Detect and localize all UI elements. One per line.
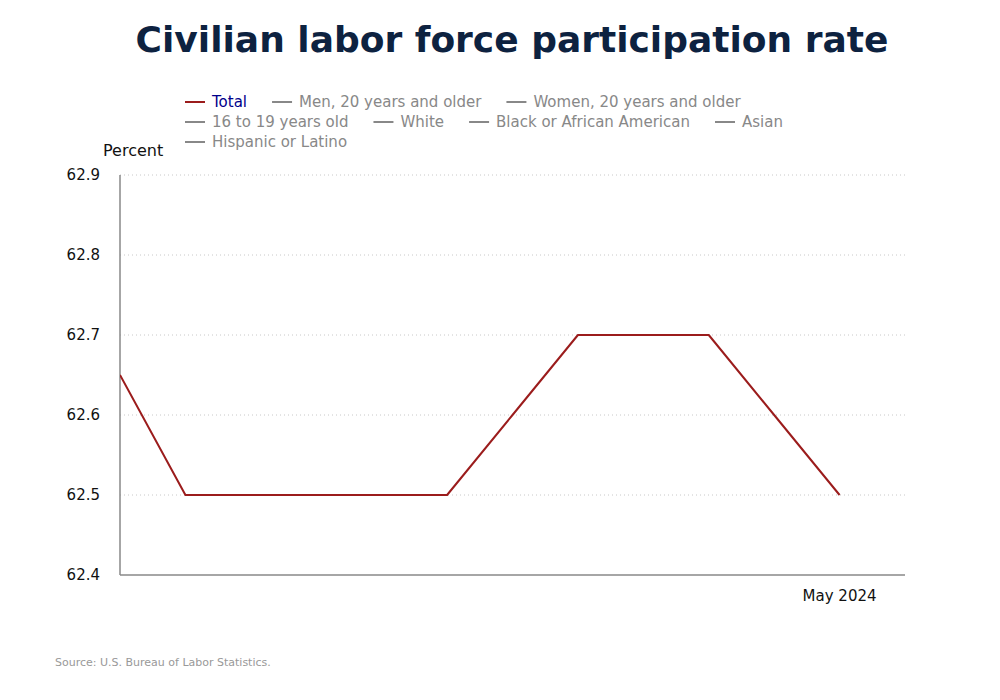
y-tick-label: 62.9: [67, 166, 100, 184]
legend-swatch: [469, 121, 489, 123]
plot-area: [120, 335, 840, 495]
y-tick-label: 62.8: [67, 246, 100, 264]
legend-label: Men, 20 years and older: [299, 93, 482, 111]
legend-label: Women, 20 years and older: [533, 93, 741, 111]
legend-label: Asian: [742, 113, 783, 131]
legend-label: Hispanic or Latino: [212, 133, 347, 151]
legend-item: White: [373, 113, 444, 131]
legend-swatch: [715, 121, 735, 123]
y-tick-label: 62.5: [67, 486, 100, 504]
legend-swatch: [185, 141, 205, 143]
legend-item: Hispanic or Latino: [185, 133, 347, 151]
grid-line: [120, 255, 905, 256]
legend-swatch: [506, 101, 526, 103]
title: Civilian labor force participation rate: [136, 19, 889, 60]
legend-label: 16 to 19 years old: [212, 113, 348, 131]
legend-swatch: [373, 121, 393, 123]
series-line: [120, 335, 840, 495]
grid-line: [120, 175, 905, 176]
source: Source: U.S. Bureau of Labor Statistics.: [55, 656, 271, 669]
chart: Civilian labor force participation rate 6…: [0, 0, 1000, 700]
legend-label: Total: [211, 93, 247, 111]
legend-swatch: [185, 121, 205, 123]
legend-label: White: [400, 113, 444, 131]
y-tick-label: 62.4: [67, 566, 100, 584]
y-tick-label: 62.7: [67, 326, 100, 344]
x-axis: [120, 574, 905, 576]
legend-item: 16 to 19 years old: [185, 113, 348, 131]
legend-item: Black or African American: [469, 113, 690, 131]
x-tick-label: May 2024: [803, 587, 877, 605]
legend-item: Total: [185, 93, 247, 111]
legend-swatch: [185, 101, 205, 103]
legend-label: Black or African American: [496, 113, 690, 131]
y-axis-label: Percent: [103, 141, 163, 160]
legend-item: Men, 20 years and older: [272, 93, 482, 111]
legend-swatch: [272, 101, 292, 103]
legend-item: Asian: [715, 113, 783, 131]
legend-item: Women, 20 years and older: [506, 93, 741, 111]
grid-line: [120, 335, 905, 336]
y-tick-label: 62.6: [67, 406, 100, 424]
